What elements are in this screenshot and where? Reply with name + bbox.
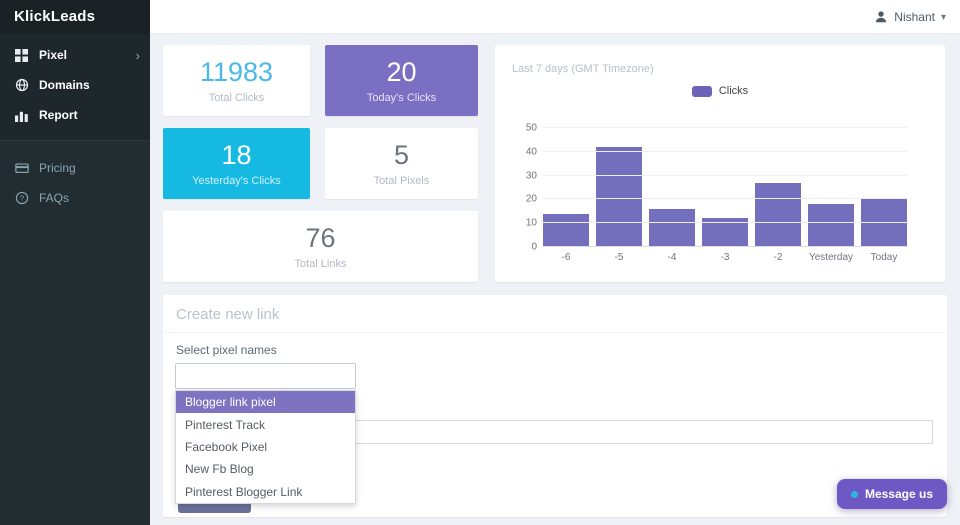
x-axis-tick: -5: [614, 252, 624, 263]
status-dot-icon: [850, 490, 858, 498]
x-axis-tick: -4: [667, 252, 677, 263]
bar-column: -6: [543, 128, 589, 263]
dropdown-option[interactable]: New Fb Blog: [185, 462, 254, 477]
stat-label: Total Pixels: [373, 174, 430, 187]
top-header: Nishant ▾: [150, 0, 960, 34]
stat-value: 5: [393, 140, 410, 171]
stat-card-total-links: 76 Total Links: [163, 211, 478, 282]
gridline: [543, 174, 907, 176]
y-axis-tick: 50: [525, 122, 537, 134]
stat-value: 18: [221, 140, 252, 171]
pixel-select-search-input[interactable]: [176, 364, 355, 388]
chart-bar: [702, 218, 748, 247]
caret-down-icon: ▾: [940, 11, 946, 23]
sidebar-item-label: Report: [39, 108, 78, 122]
legend-swatch: [691, 85, 712, 97]
sidebar-item-label: Pixel: [39, 48, 68, 62]
bar-chart-icon: [14, 108, 29, 123]
dropdown-option[interactable]: Pinterest Blogger Link: [185, 484, 303, 499]
sidebar-item-label: Pricing: [39, 161, 76, 175]
pixel-select-search-box[interactable]: [175, 363, 356, 389]
y-axis-tick: 40: [525, 146, 537, 158]
select-pixel-label: Select pixel names: [176, 343, 277, 357]
gridline: [543, 198, 907, 200]
pixel-dropdown: Blogger link pixel Pinterest Track Faceb…: [175, 390, 356, 504]
bar-column: Yesterday: [808, 128, 854, 263]
app-logo[interactable]: KlickLeads: [0, 0, 150, 34]
stat-card-todays-clicks: 20 Today's Clicks: [325, 45, 478, 116]
stat-label: Total Clicks: [208, 91, 265, 104]
globe-icon: [14, 78, 29, 93]
user-menu[interactable]: Nishant ▾: [874, 0, 946, 34]
credit-card-icon: [14, 161, 29, 176]
dropdown-option[interactable]: Pinterest Track: [185, 417, 266, 432]
chart-title: Last 7 days (GMT Timezone): [512, 63, 654, 75]
stat-card-total-pixels: 5 Total Pixels: [325, 128, 478, 199]
chevron-right-icon: ›: [135, 47, 140, 63]
gridline: [543, 127, 907, 128]
sidebar-menu-primary: Pixel › Domains Report: [0, 34, 150, 141]
gridline: [543, 246, 907, 247]
stat-label: Today's Clicks: [366, 91, 437, 104]
main-content: 11983 Total Clicks 20 Today's Clicks 18 …: [150, 34, 960, 525]
x-axis-tick: -6: [561, 252, 571, 263]
user-icon: [874, 10, 888, 24]
bar-column: -5: [596, 128, 642, 263]
sidebar-item-pixel[interactable]: Pixel ›: [0, 40, 150, 70]
sidebar-item-faqs[interactable]: ? FAQs: [0, 183, 150, 213]
x-axis-tick: -3: [720, 252, 730, 263]
app-title: KlickLeads: [14, 8, 96, 25]
chart-bar: [649, 208, 695, 247]
panel-heading: Create new link: [176, 306, 280, 323]
sidebar-item-label: FAQs: [39, 191, 70, 205]
x-axis-tick: Yesterday: [808, 252, 854, 263]
sidebar: KlickLeads Pixel › Domains Report: [0, 0, 150, 525]
create-link-panel: Create new link Select pixel names Blogg…: [163, 295, 947, 517]
stat-value: 20: [386, 57, 417, 88]
chart-bar: [808, 204, 854, 247]
chart-bar: [861, 199, 907, 247]
bar-column: -3: [702, 128, 748, 263]
chart-bar: [596, 147, 642, 247]
message-us-button[interactable]: Message us: [836, 479, 947, 509]
sidebar-item-pricing[interactable]: Pricing: [0, 153, 150, 183]
gridline: [543, 150, 907, 152]
sidebar-item-label: Domains: [39, 78, 90, 92]
stat-value: 11983: [199, 57, 274, 88]
chart-bar: [543, 213, 589, 247]
question-circle-icon: ?: [14, 191, 29, 206]
sidebar-item-domains[interactable]: Domains: [0, 70, 150, 100]
svg-text:?: ?: [19, 194, 23, 203]
y-axis-tick: 20: [525, 193, 537, 205]
stat-card-yesterdays-clicks: 18 Yesterday's Clicks: [163, 128, 310, 199]
panel-divider: [163, 332, 947, 333]
dropdown-option[interactable]: Facebook Pixel: [185, 439, 268, 454]
clicks-chart-panel: Last 7 days (GMT Timezone) Clicks -6 -5 -4…: [495, 45, 945, 282]
bar-column: -2: [755, 128, 801, 263]
stat-label: Total Links: [294, 257, 347, 270]
message-us-label: Message us: [864, 487, 933, 501]
chart-bars: -6 -5 -4 -3 -2 Yesterday Today: [543, 128, 907, 263]
legend-label: Clicks: [718, 85, 749, 97]
y-axis-tick: 0: [531, 241, 537, 253]
stat-card-total-clicks: 11983 Total Clicks: [163, 45, 310, 116]
grid-icon: [14, 48, 29, 63]
sidebar-item-report[interactable]: Report: [0, 100, 150, 130]
chart-legend: Clicks: [495, 85, 945, 97]
bar-column: Today: [861, 128, 907, 263]
x-axis-tick: Today: [870, 252, 898, 263]
dropdown-option[interactable]: Blogger link pixel: [176, 391, 355, 414]
chart-plot: -6 -5 -4 -3 -2 Yesterday Today 0 10 20 30 40 50: [526, 123, 907, 263]
x-axis-tick: -2: [773, 252, 783, 263]
sidebar-menu-secondary: Pricing ? FAQs: [0, 141, 150, 225]
y-axis-tick: 30: [525, 170, 537, 182]
y-axis-tick: 10: [525, 217, 537, 229]
stat-value: 76: [305, 223, 336, 254]
gridline: [543, 222, 907, 224]
chart-bar: [755, 182, 801, 247]
stat-label: Yesterday's Clicks: [192, 174, 281, 187]
bar-column: -4: [649, 128, 695, 263]
user-name: Nishant: [894, 10, 935, 24]
